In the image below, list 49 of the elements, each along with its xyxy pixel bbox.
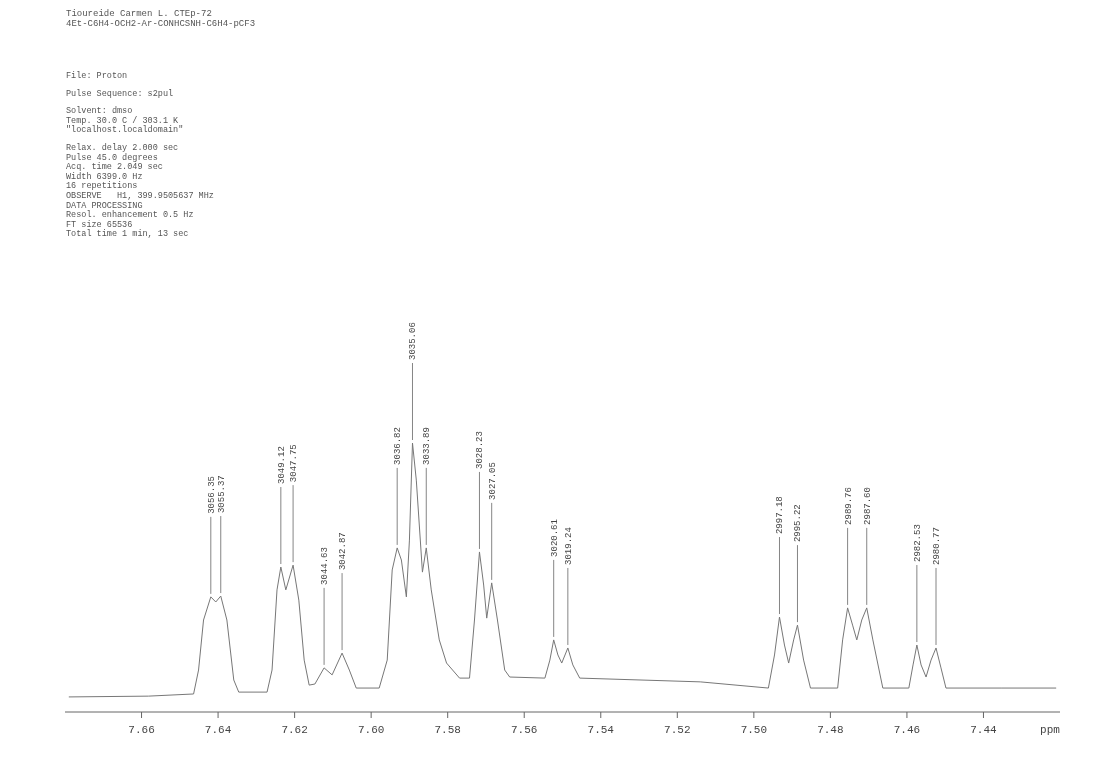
text: Pulse Sequence: s2pul	[66, 88, 174, 99]
x-tick-label: 7.56	[511, 724, 538, 736]
annotation: 3019.24	[563, 527, 574, 565]
x-tick-label: 7.52	[664, 724, 691, 736]
x-tick-label: 7.48	[817, 724, 844, 736]
annotation: 2980.77	[932, 527, 943, 565]
text: DATA PROCESSING	[66, 200, 143, 211]
annotation: 2989.76	[843, 487, 854, 525]
x-tick-label: 7.60	[357, 724, 385, 736]
annotation: 3035.06	[408, 322, 419, 360]
x-axis-title: ppm	[1040, 724, 1061, 736]
annotation: 3028.23	[475, 431, 486, 469]
chart-subtitle: 4Et-C6H4-OCH2-Ar-CONHCSNH-C6H4-pCF3	[66, 19, 256, 29]
chart-title: Tioureide Carmen L. CTEp-72	[66, 9, 212, 19]
text: Solvent: dmso	[66, 106, 133, 117]
text: File: Proton	[66, 71, 128, 81]
annotation: 3044.63	[320, 547, 331, 585]
text: Total time 1 min, 13 sec	[66, 229, 189, 240]
annotation: 3036.82	[393, 427, 404, 465]
x-tick-label: 7.58	[434, 724, 461, 736]
text: Pulse 45.0 degrees	[66, 152, 158, 163]
annotation: 3055.37	[216, 475, 227, 514]
annotation: 3020.61	[549, 519, 560, 557]
x-tick-label: 7.62	[281, 724, 308, 736]
text: Relax. delay 2.000 sec	[66, 143, 179, 153]
annotation: 3047.75	[289, 444, 300, 483]
annotation: 3049.12	[276, 446, 287, 485]
text: FT size 65536	[66, 219, 133, 230]
text: Width 6399.0 Hz	[66, 171, 143, 182]
x-tick-label: 7.46	[893, 724, 921, 736]
annotation: 2997.18	[775, 496, 786, 535]
x-tick-label: 7.64	[204, 724, 232, 736]
x-tick-label: 7.66	[128, 724, 155, 736]
text: 16 repetitions	[66, 181, 138, 192]
annotation: 3033.89	[422, 427, 433, 465]
annotation: 3027.05	[487, 462, 498, 500]
annotation: 2982.53	[912, 524, 923, 563]
x-tick-label: 7.54	[587, 724, 615, 736]
x-tick-label: 7.50	[740, 724, 768, 736]
x-tick-label: 7.44	[970, 724, 998, 736]
text: Temp. 30.0 C / 303.1 K	[66, 115, 180, 126]
text: OBSERVE H1, 399.9505637 MHz	[66, 191, 214, 201]
annotation: 2995.22	[793, 504, 804, 543]
text: Resol. enhancement 0.5 Hz	[66, 210, 194, 221]
text: "localhost.localdomain"	[66, 125, 184, 136]
annotation: 3042.87	[338, 532, 349, 571]
text: Acq. time 2.049 sec	[66, 162, 163, 173]
annotation: 2987.60	[862, 487, 873, 525]
annotation: 3056.35	[206, 476, 217, 514]
